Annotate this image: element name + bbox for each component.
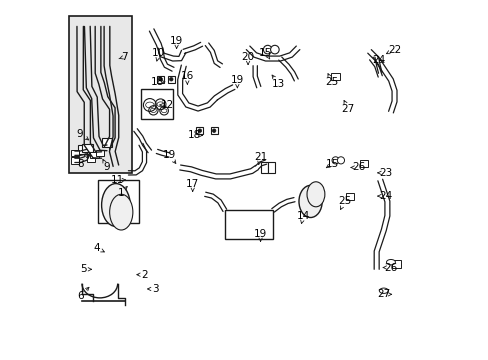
Text: 6: 6 [77,291,83,301]
Bar [260,162,267,173]
Ellipse shape [379,288,387,293]
Text: 8: 8 [77,159,83,169]
Text: 1: 1 [118,188,124,198]
Bar [90,152,99,158]
Bar [78,145,89,154]
Bar [70,150,79,157]
Text: 22: 22 [387,45,400,55]
Ellipse shape [386,260,395,265]
Circle shape [337,157,344,164]
Bar [86,156,95,162]
Text: 9: 9 [103,162,110,172]
Text: 7: 7 [122,52,128,62]
Text: 19: 19 [253,229,266,239]
Bar [95,150,104,157]
Text: 16: 16 [181,71,194,81]
Bar [196,127,203,134]
Bar [391,260,400,267]
Bar [267,162,274,173]
Text: 13: 13 [271,78,285,89]
FancyBboxPatch shape [224,210,272,239]
Text: 25: 25 [325,77,338,87]
FancyBboxPatch shape [98,180,139,223]
Text: 21: 21 [253,152,266,162]
Bar [210,127,217,134]
FancyBboxPatch shape [141,89,173,119]
Text: 20: 20 [241,52,254,62]
Text: 26: 26 [351,162,365,172]
Text: 3: 3 [152,284,158,294]
Bar [82,144,93,152]
Bar [331,73,339,80]
Text: 4: 4 [93,243,100,253]
Text: 25: 25 [337,197,350,206]
Circle shape [263,45,271,54]
Text: 5: 5 [80,264,87,274]
Text: 15: 15 [259,48,272,58]
Text: 19: 19 [230,75,244,85]
Text: 17: 17 [186,179,199,189]
Text: 19: 19 [163,150,176,160]
Bar [157,76,164,83]
Text: 24: 24 [371,55,384,65]
Circle shape [270,45,279,54]
Text: 9: 9 [77,129,83,139]
Text: 26: 26 [384,262,397,273]
Text: 10: 10 [152,48,165,58]
Text: 27: 27 [341,104,354,113]
Circle shape [159,77,162,81]
Ellipse shape [109,194,133,230]
Bar [345,193,353,200]
Text: 18: 18 [150,77,163,87]
Text: 2: 2 [141,270,147,280]
Text: 19: 19 [170,36,183,46]
Ellipse shape [298,185,322,217]
Circle shape [212,129,216,132]
Text: 12: 12 [161,100,174,110]
Ellipse shape [306,182,324,207]
Bar [102,138,112,147]
Circle shape [198,129,201,132]
Bar [70,157,79,163]
Text: 15: 15 [325,159,338,169]
Text: 27: 27 [376,289,389,299]
Ellipse shape [102,184,130,226]
Bar [359,160,367,167]
Circle shape [331,157,339,164]
Circle shape [169,77,173,81]
Text: 14: 14 [296,211,309,221]
Bar [167,76,175,83]
FancyBboxPatch shape [69,16,132,173]
Text: 23: 23 [378,168,391,178]
Text: 18: 18 [187,130,201,140]
Text: 11: 11 [111,175,124,185]
Text: 24: 24 [378,191,391,201]
